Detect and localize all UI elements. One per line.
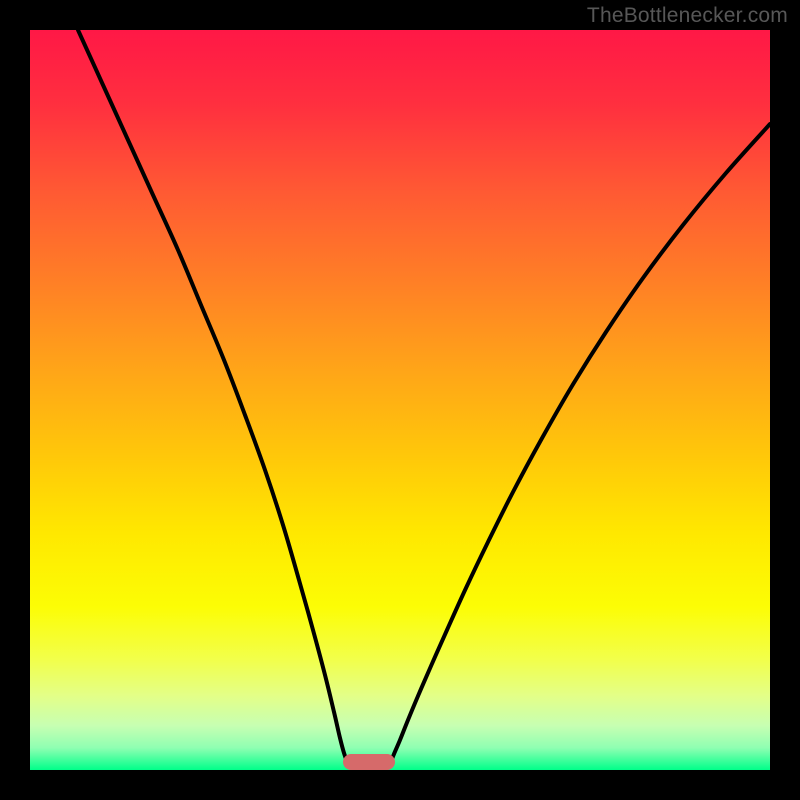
plot-area — [30, 30, 770, 770]
watermark-text: TheBottlenecker.com — [587, 4, 788, 28]
left-curve — [78, 30, 348, 764]
right-curve — [390, 124, 770, 764]
bottleneck-curves — [30, 30, 770, 770]
chart-frame: TheBottlenecker.com — [0, 0, 800, 800]
optimal-marker — [343, 754, 395, 770]
